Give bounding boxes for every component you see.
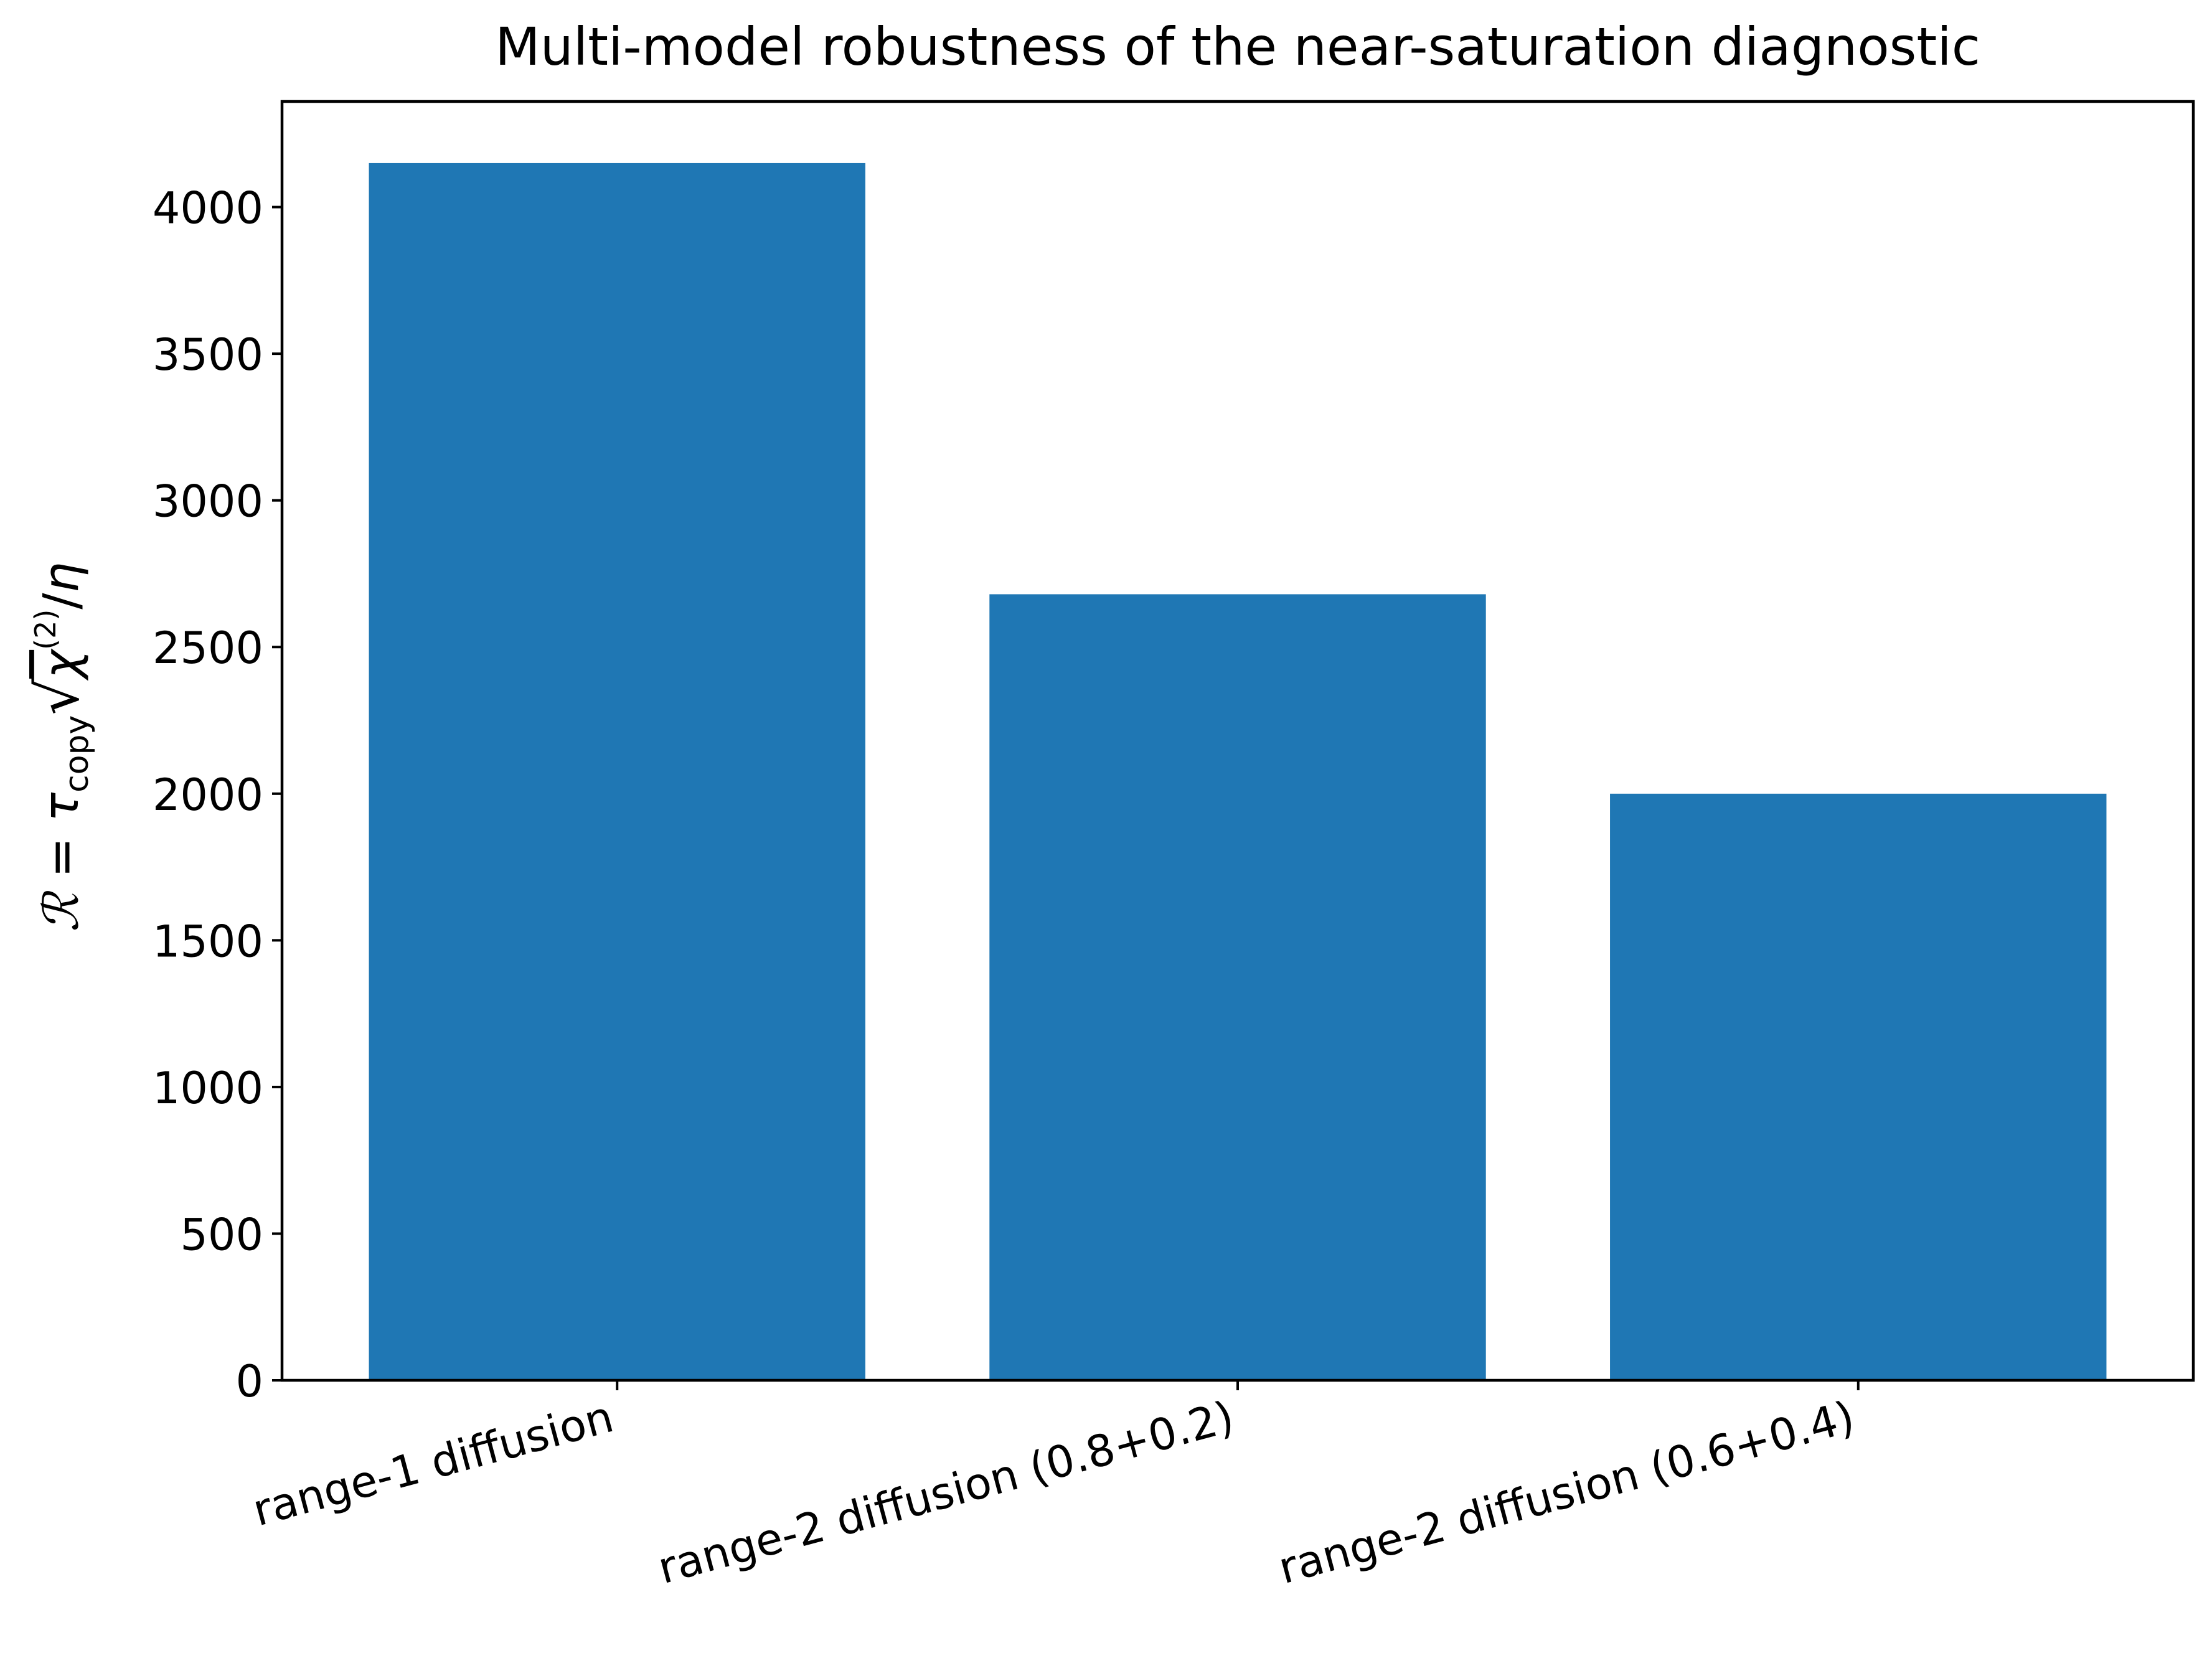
y-tick-label: 2000	[153, 770, 263, 821]
y-tick-label: 4000	[153, 183, 263, 234]
y-tick-label: 1500	[153, 916, 263, 967]
y-tick-label: 0	[235, 1356, 263, 1407]
x-tick-label: range-2 diffusion (0.8+0.2)	[652, 1391, 1239, 1594]
y-axis-ticks: 0 500 1000 1500 2000 2500 3000 3500 4000	[153, 183, 282, 1407]
y-tick-label: 500	[180, 1209, 263, 1260]
x-axis-ticks: range-1 diffusion range-2 diffusion (0.8+…	[248, 1380, 1860, 1594]
bar-2	[989, 594, 1486, 1381]
x-tick-label: range-1 diffusion	[248, 1391, 619, 1536]
chart-title: Multi-model robustness of the near-satur…	[495, 16, 1980, 77]
y-tick-label: 2500	[153, 623, 263, 674]
bar-3	[1610, 793, 2107, 1380]
y-tick-label: 3000	[153, 476, 263, 527]
bar-1	[369, 162, 865, 1381]
y-tick-label: 1000	[153, 1063, 263, 1114]
bars-group	[369, 162, 2107, 1381]
y-axis-label: ℛ = τcopy√χ(2)/η	[25, 562, 96, 932]
y-tick-label: 3500	[153, 329, 263, 380]
x-tick-label: range-2 diffusion (0.6+0.4)	[1273, 1391, 1860, 1594]
